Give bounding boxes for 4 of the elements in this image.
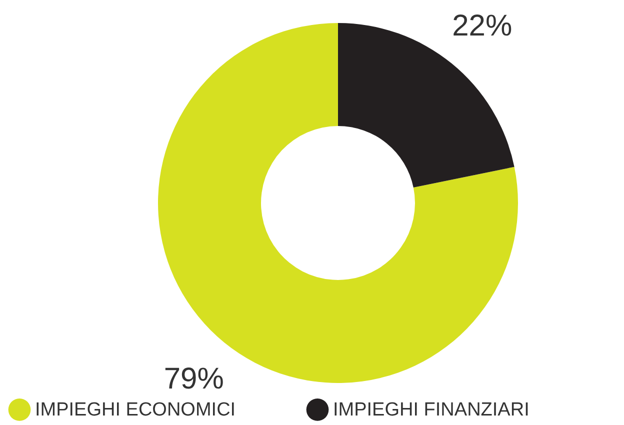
legend-label: IMPIEGHI FINANZIARI (333, 400, 530, 421)
legend-label: IMPIEGHI ECONOMICI (35, 400, 236, 421)
data-label: 79% (164, 362, 224, 396)
data-label: 22% (452, 9, 512, 42)
